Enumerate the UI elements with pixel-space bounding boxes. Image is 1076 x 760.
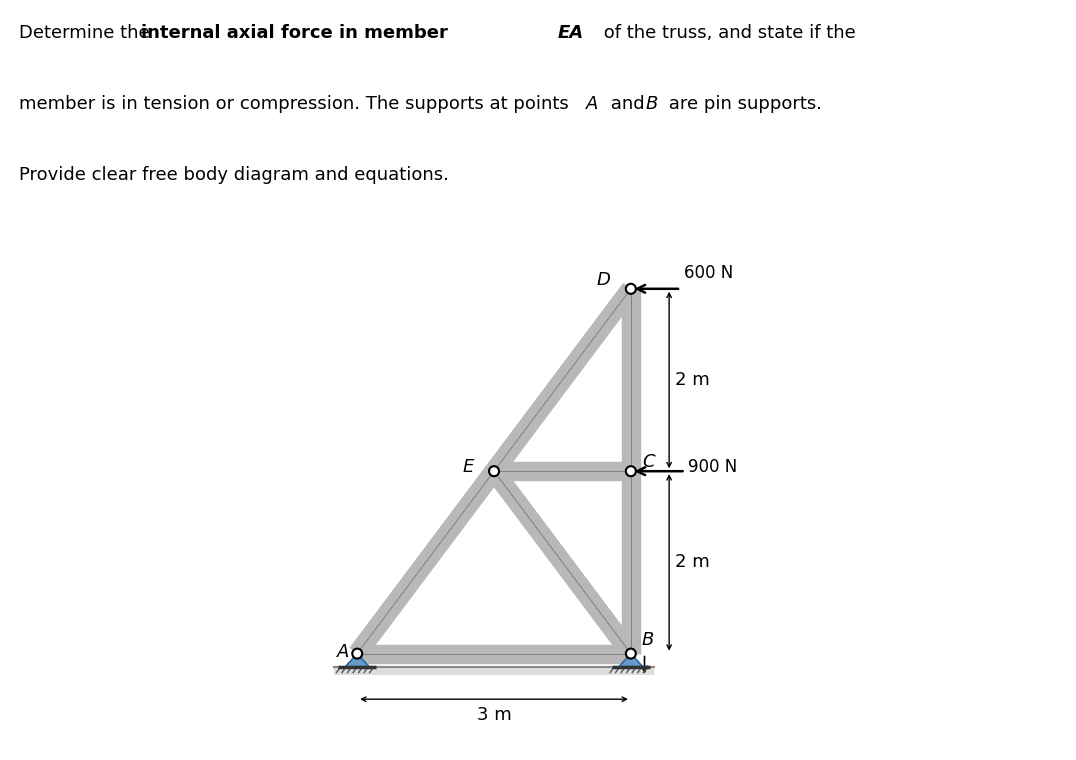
Text: member is in tension or compression. The supports at points: member is in tension or compression. The… (19, 95, 575, 112)
Circle shape (626, 648, 636, 659)
Text: 600 N: 600 N (683, 264, 733, 281)
Text: B: B (641, 631, 654, 649)
Text: and: and (605, 95, 650, 112)
Circle shape (626, 466, 636, 477)
Text: D: D (597, 271, 611, 289)
Text: 3 m: 3 m (477, 707, 511, 724)
Polygon shape (619, 654, 642, 667)
Circle shape (489, 466, 499, 477)
Polygon shape (335, 667, 653, 675)
Text: A: A (338, 643, 350, 660)
Text: E: E (463, 458, 473, 476)
Text: Determine the: Determine the (19, 24, 156, 42)
Circle shape (626, 283, 636, 294)
Text: Provide clear free body diagram and equations.: Provide clear free body diagram and equa… (19, 166, 450, 184)
Text: B: B (646, 95, 659, 112)
Text: A: A (586, 95, 599, 112)
Text: EA: EA (557, 24, 583, 42)
Text: C: C (641, 453, 654, 471)
Text: 2 m: 2 m (675, 553, 709, 572)
Text: of the truss, and state if the: of the truss, and state if the (598, 24, 856, 42)
Circle shape (352, 648, 363, 659)
Text: are pin supports.: are pin supports. (663, 95, 822, 112)
Polygon shape (345, 654, 369, 667)
Text: internal axial force in member: internal axial force in member (141, 24, 454, 42)
Text: 900 N: 900 N (689, 458, 737, 476)
Text: 2 m: 2 m (675, 371, 709, 389)
